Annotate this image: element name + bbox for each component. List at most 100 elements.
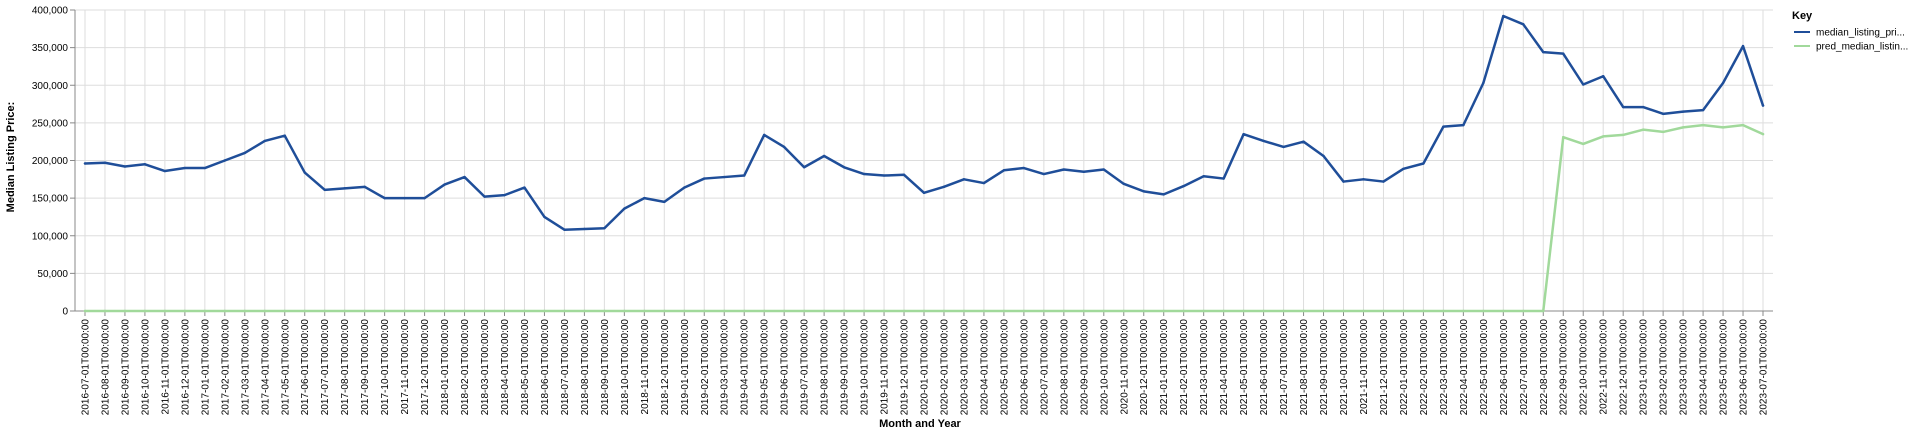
series-2-point xyxy=(683,309,686,313)
series-1-point xyxy=(1062,168,1066,171)
series-2-point xyxy=(563,309,566,313)
series-1-point xyxy=(1262,139,1265,143)
series-2-point xyxy=(882,309,886,313)
x-tick-label: 2022-09-01T00:00:00 xyxy=(1559,319,1570,416)
x-tick-label: 2021-09-01T00:00:00 xyxy=(1319,319,1330,416)
x-tick-label: 2022-06-01T00:00:00 xyxy=(1499,319,1510,416)
series-2-point xyxy=(703,309,706,313)
series-2-point xyxy=(343,309,346,313)
series-1-point xyxy=(163,169,167,173)
x-tick-label: 2021-07-01T00:00:00 xyxy=(1279,319,1290,416)
series-1-point xyxy=(103,161,107,164)
series-1-point xyxy=(443,183,446,186)
series-2-point xyxy=(603,309,606,313)
series-2-point xyxy=(1062,309,1066,313)
series-1-point xyxy=(623,207,626,210)
series-1-point xyxy=(842,166,846,169)
series-1-point xyxy=(1522,23,1525,26)
y-axis-title: Median Listing Price: xyxy=(5,102,17,213)
series-1-point xyxy=(1402,167,1405,170)
series-1-point xyxy=(862,172,866,176)
series-1-point xyxy=(283,134,286,137)
series-2-point xyxy=(83,309,87,313)
series-1-point xyxy=(683,186,686,189)
series-1-point xyxy=(882,174,886,177)
series-2-point xyxy=(1542,309,1545,313)
series-2-point xyxy=(1562,135,1565,139)
x-tick-label: 2016-10-01T00:00:00 xyxy=(140,319,151,416)
series-1-point xyxy=(603,227,606,230)
x-tick-label: 2020-11-01T00:00:00 xyxy=(1119,319,1130,415)
series-2-point xyxy=(1442,309,1445,313)
series-2-point xyxy=(842,309,846,313)
series-2-point xyxy=(1302,309,1305,313)
series-2-point xyxy=(143,309,147,313)
x-tick-label: 2020-02-01T00:00:00 xyxy=(939,319,950,416)
y-tick-label: 150,000 xyxy=(32,194,69,205)
series-2-point xyxy=(762,309,766,313)
series-1-point xyxy=(723,175,726,179)
series-1-point xyxy=(183,166,187,170)
x-tick-label: 2022-03-01T00:00:00 xyxy=(1439,319,1450,416)
x-tick-label: 2023-07-01T00:00:00 xyxy=(1759,319,1770,416)
series-1-point xyxy=(1442,125,1445,128)
y-tick-label: 50,000 xyxy=(37,269,68,280)
series-1-point xyxy=(1122,182,1125,186)
x-tick-label: 2021-08-01T00:00:00 xyxy=(1299,319,1310,416)
series-2-point xyxy=(723,309,726,313)
series-1-point xyxy=(523,186,526,189)
x-tick-label: 2022-04-01T00:00:00 xyxy=(1459,319,1470,416)
series-2-point xyxy=(463,309,466,313)
series-2-point xyxy=(363,309,366,313)
x-tick-label: 2017-07-01T00:00:00 xyxy=(320,319,331,416)
series-2-point xyxy=(403,309,406,313)
series-1-point xyxy=(1182,184,1185,188)
series-1-point xyxy=(782,145,786,149)
series-2-point xyxy=(1582,142,1585,146)
series-2-point xyxy=(223,309,227,313)
x-tick-label: 2019-07-01T00:00:00 xyxy=(800,319,811,416)
x-tick-label: 2021-02-01T00:00:00 xyxy=(1179,319,1190,416)
x-tick-label: 2022-10-01T00:00:00 xyxy=(1579,319,1590,416)
series-1-point xyxy=(762,133,766,137)
y-tick-label: 200,000 xyxy=(32,156,69,167)
series-1-point xyxy=(743,174,746,177)
series-1-point xyxy=(1462,123,1465,127)
series-2-point xyxy=(1082,309,1086,313)
x-tick-label: 2020-12-01T00:00:00 xyxy=(1139,319,1150,416)
x-tick-label: 2017-09-01T00:00:00 xyxy=(360,319,371,416)
series-2-point xyxy=(962,309,966,313)
series-2-point xyxy=(383,309,386,313)
series-2-point xyxy=(1462,309,1465,313)
x-tick-label: 2018-02-01T00:00:00 xyxy=(460,319,471,416)
series-1-point xyxy=(483,195,486,198)
series-1-point xyxy=(1602,75,1605,78)
series-2-point xyxy=(523,309,526,313)
x-tick-label: 2019-12-01T00:00:00 xyxy=(900,319,911,416)
series-1-point xyxy=(802,166,806,169)
grid-lines xyxy=(75,9,1773,312)
x-tick-label: 2018-01-01T00:00:00 xyxy=(440,319,451,416)
x-tick-label: 2021-05-01T00:00:00 xyxy=(1239,319,1250,416)
series-1-point xyxy=(1082,170,1086,173)
x-axis-tick-labels: 2016-07-01T00:00:00 2016-08-01T00:00:00 20… xyxy=(80,319,1769,416)
series-2-point xyxy=(1242,309,1245,313)
series-2-point xyxy=(1202,309,1205,313)
legend-label: pred_median_listin... xyxy=(1816,42,1908,53)
x-tick-label: 2023-05-01T00:00:00 xyxy=(1719,319,1730,416)
x-tick-label: 2021-12-01T00:00:00 xyxy=(1379,319,1390,416)
series-2-point xyxy=(623,309,626,313)
series-2-point xyxy=(1042,309,1046,313)
series-1-point xyxy=(1562,52,1565,55)
series-1-point xyxy=(1202,175,1205,178)
series-2-point xyxy=(583,309,586,313)
series-2-point xyxy=(1382,309,1385,313)
x-tick-label: 2020-09-01T00:00:00 xyxy=(1079,319,1090,416)
x-tick-label: 2016-11-01T00:00:00 xyxy=(160,319,171,415)
series-2-point xyxy=(942,309,946,313)
series-1-point xyxy=(1582,83,1585,86)
series-1-point xyxy=(423,196,426,200)
series-1-point xyxy=(363,185,366,189)
x-tick-label: 2019-02-01T00:00:00 xyxy=(700,319,711,416)
